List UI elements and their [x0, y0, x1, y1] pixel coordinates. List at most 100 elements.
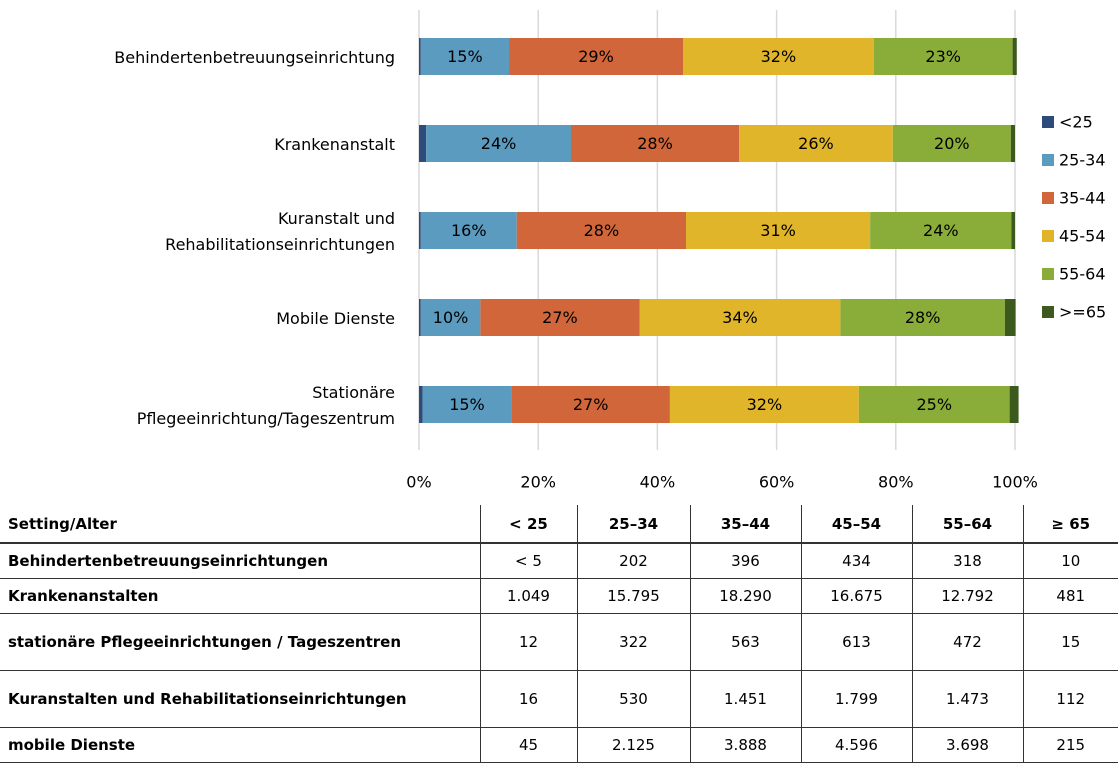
legend-swatch — [1042, 154, 1054, 166]
table-cell: 16 — [479, 670, 577, 728]
legend-swatch — [1042, 192, 1054, 204]
data-label: 10% — [433, 308, 469, 327]
data-label: 15% — [449, 395, 485, 414]
table-cell: 563 — [689, 613, 801, 671]
bar-segment — [570, 125, 740, 162]
data-label: 28% — [637, 134, 673, 153]
table-cell: 45 — [479, 727, 577, 763]
table-cell: 15 — [1022, 613, 1118, 671]
table-cell: 10 — [1022, 543, 1118, 579]
bar-segment — [870, 212, 1012, 249]
bar-segment — [1010, 125, 1015, 162]
category-label: Kuranstalt und Rehabilitationseinrichtun… — [165, 208, 395, 254]
data-label: 31% — [760, 221, 796, 240]
table-cell: 530 — [576, 670, 690, 728]
bar-segment — [516, 212, 687, 249]
bar-segment — [873, 38, 1013, 75]
table-cell: 12.792 — [911, 578, 1023, 614]
table-cell: Krankenanstalten — [0, 578, 480, 614]
data-label: 32% — [747, 395, 783, 414]
x-tick-label: 60% — [759, 473, 795, 492]
data-label: 25% — [916, 395, 952, 414]
bar-segment — [419, 386, 423, 423]
data-label: 23% — [925, 47, 961, 66]
data-label: 28% — [584, 221, 620, 240]
legend-swatch — [1042, 306, 1054, 318]
legend-swatch — [1042, 268, 1054, 280]
data-label: 32% — [761, 47, 797, 66]
x-tick-label: 80% — [878, 473, 914, 492]
table-row: Kuranstalten und Rehabilitationseinricht… — [0, 670, 1118, 728]
bar-segment — [683, 38, 874, 75]
category-label: Behindertenbetreuungseinrichtung — [114, 47, 395, 67]
category-label: Mobile Dienste — [276, 308, 395, 328]
table-row: mobile Dienste 45 2.125 3.888 4.596 3.698 215 — [0, 727, 1118, 763]
legend-label: 25-34 — [1059, 151, 1106, 170]
x-tick-label: 40% — [640, 473, 676, 492]
bar-segment — [892, 125, 1011, 162]
table-cell: 4.596 — [800, 727, 912, 763]
header-cell: ≥ 65 — [1022, 505, 1118, 544]
bar-segment — [419, 38, 421, 75]
bar-segment — [1011, 212, 1015, 249]
x-tick-label: 100% — [992, 473, 1038, 492]
table-cell: 16.675 — [800, 578, 912, 614]
table-cell: 12 — [479, 613, 577, 671]
data-label: 24% — [923, 221, 959, 240]
bar-segment — [639, 299, 841, 336]
data-label: 16% — [451, 221, 487, 240]
header-cell: 45–54 — [800, 505, 912, 544]
data-table: Setting/Alter < 25 25–34 35–44 45–54 55–64 ≥ 6… — [0, 505, 1118, 763]
table-cell: 481 — [1022, 578, 1118, 614]
table-cell: 1.473 — [911, 670, 1023, 728]
bar-segment — [420, 299, 481, 336]
legend-label: 35-44 — [1059, 189, 1106, 208]
legend-swatch — [1042, 230, 1054, 242]
bar-segment — [686, 212, 871, 249]
table-cell: 2.125 — [576, 727, 690, 763]
table-row: Behindertenbetreuungseinrichtungen < 5 202… — [0, 543, 1118, 579]
bar-segment — [419, 299, 421, 336]
data-label: 27% — [573, 395, 609, 414]
table-cell: 318 — [911, 543, 1023, 579]
header-cell: 35–44 — [689, 505, 801, 544]
table-cell: stationäre Pflegeeinrichtungen / Tagesze… — [0, 613, 480, 671]
header-cell: < 25 — [479, 505, 577, 544]
table-row: Krankenanstalten 1.049 15.795 18.290 16.675 1… — [0, 578, 1118, 614]
table-cell: 112 — [1022, 670, 1118, 728]
data-label: 28% — [905, 308, 941, 327]
header-cell: Setting/Alter — [0, 505, 480, 544]
table-cell: 1.049 — [479, 578, 577, 614]
data-label: 29% — [578, 47, 614, 66]
bar-segment — [1012, 38, 1017, 75]
table-cell: 3.698 — [911, 727, 1023, 763]
table-cell: Behindertenbetreuungseinrichtungen — [0, 543, 480, 579]
bar-segment — [420, 38, 509, 75]
table-cell: 1.451 — [689, 670, 801, 728]
table-row: stationäre Pflegeeinrichtungen / Tagesze… — [0, 613, 1118, 671]
data-label: 26% — [798, 134, 834, 153]
header-cell: 55–64 — [911, 505, 1023, 544]
legend-label: >=65 — [1059, 303, 1106, 322]
table-cell: 18.290 — [689, 578, 801, 614]
bar-segment — [1009, 386, 1019, 423]
table-cell: 472 — [911, 613, 1023, 671]
table-cell: Kuranstalten und Rehabilitationseinricht… — [0, 670, 480, 728]
table-cell: mobile Dienste — [0, 727, 480, 763]
data-label: 15% — [447, 47, 483, 66]
x-tick-label: 20% — [520, 473, 556, 492]
bar-segment — [508, 38, 684, 75]
category-label: Stationäre Pflegeeinrichtung/Tageszentru… — [136, 382, 395, 428]
bar-segment — [1004, 299, 1016, 336]
category-label: Krankenanstalt — [274, 134, 395, 154]
bar-segment — [419, 212, 421, 249]
header-row: Setting/Alter < 25 25–34 35–44 45–54 55–64 ≥ 6… — [0, 505, 1118, 544]
table-cell: 1.799 — [800, 670, 912, 728]
bar-segment — [422, 386, 512, 423]
table-cell: 215 — [1022, 727, 1118, 763]
table-cell: 202 — [576, 543, 690, 579]
table-cell: 15.795 — [576, 578, 690, 614]
legend-label: <25 — [1059, 113, 1093, 132]
data-label: 27% — [542, 308, 578, 327]
data-label: 34% — [722, 308, 758, 327]
